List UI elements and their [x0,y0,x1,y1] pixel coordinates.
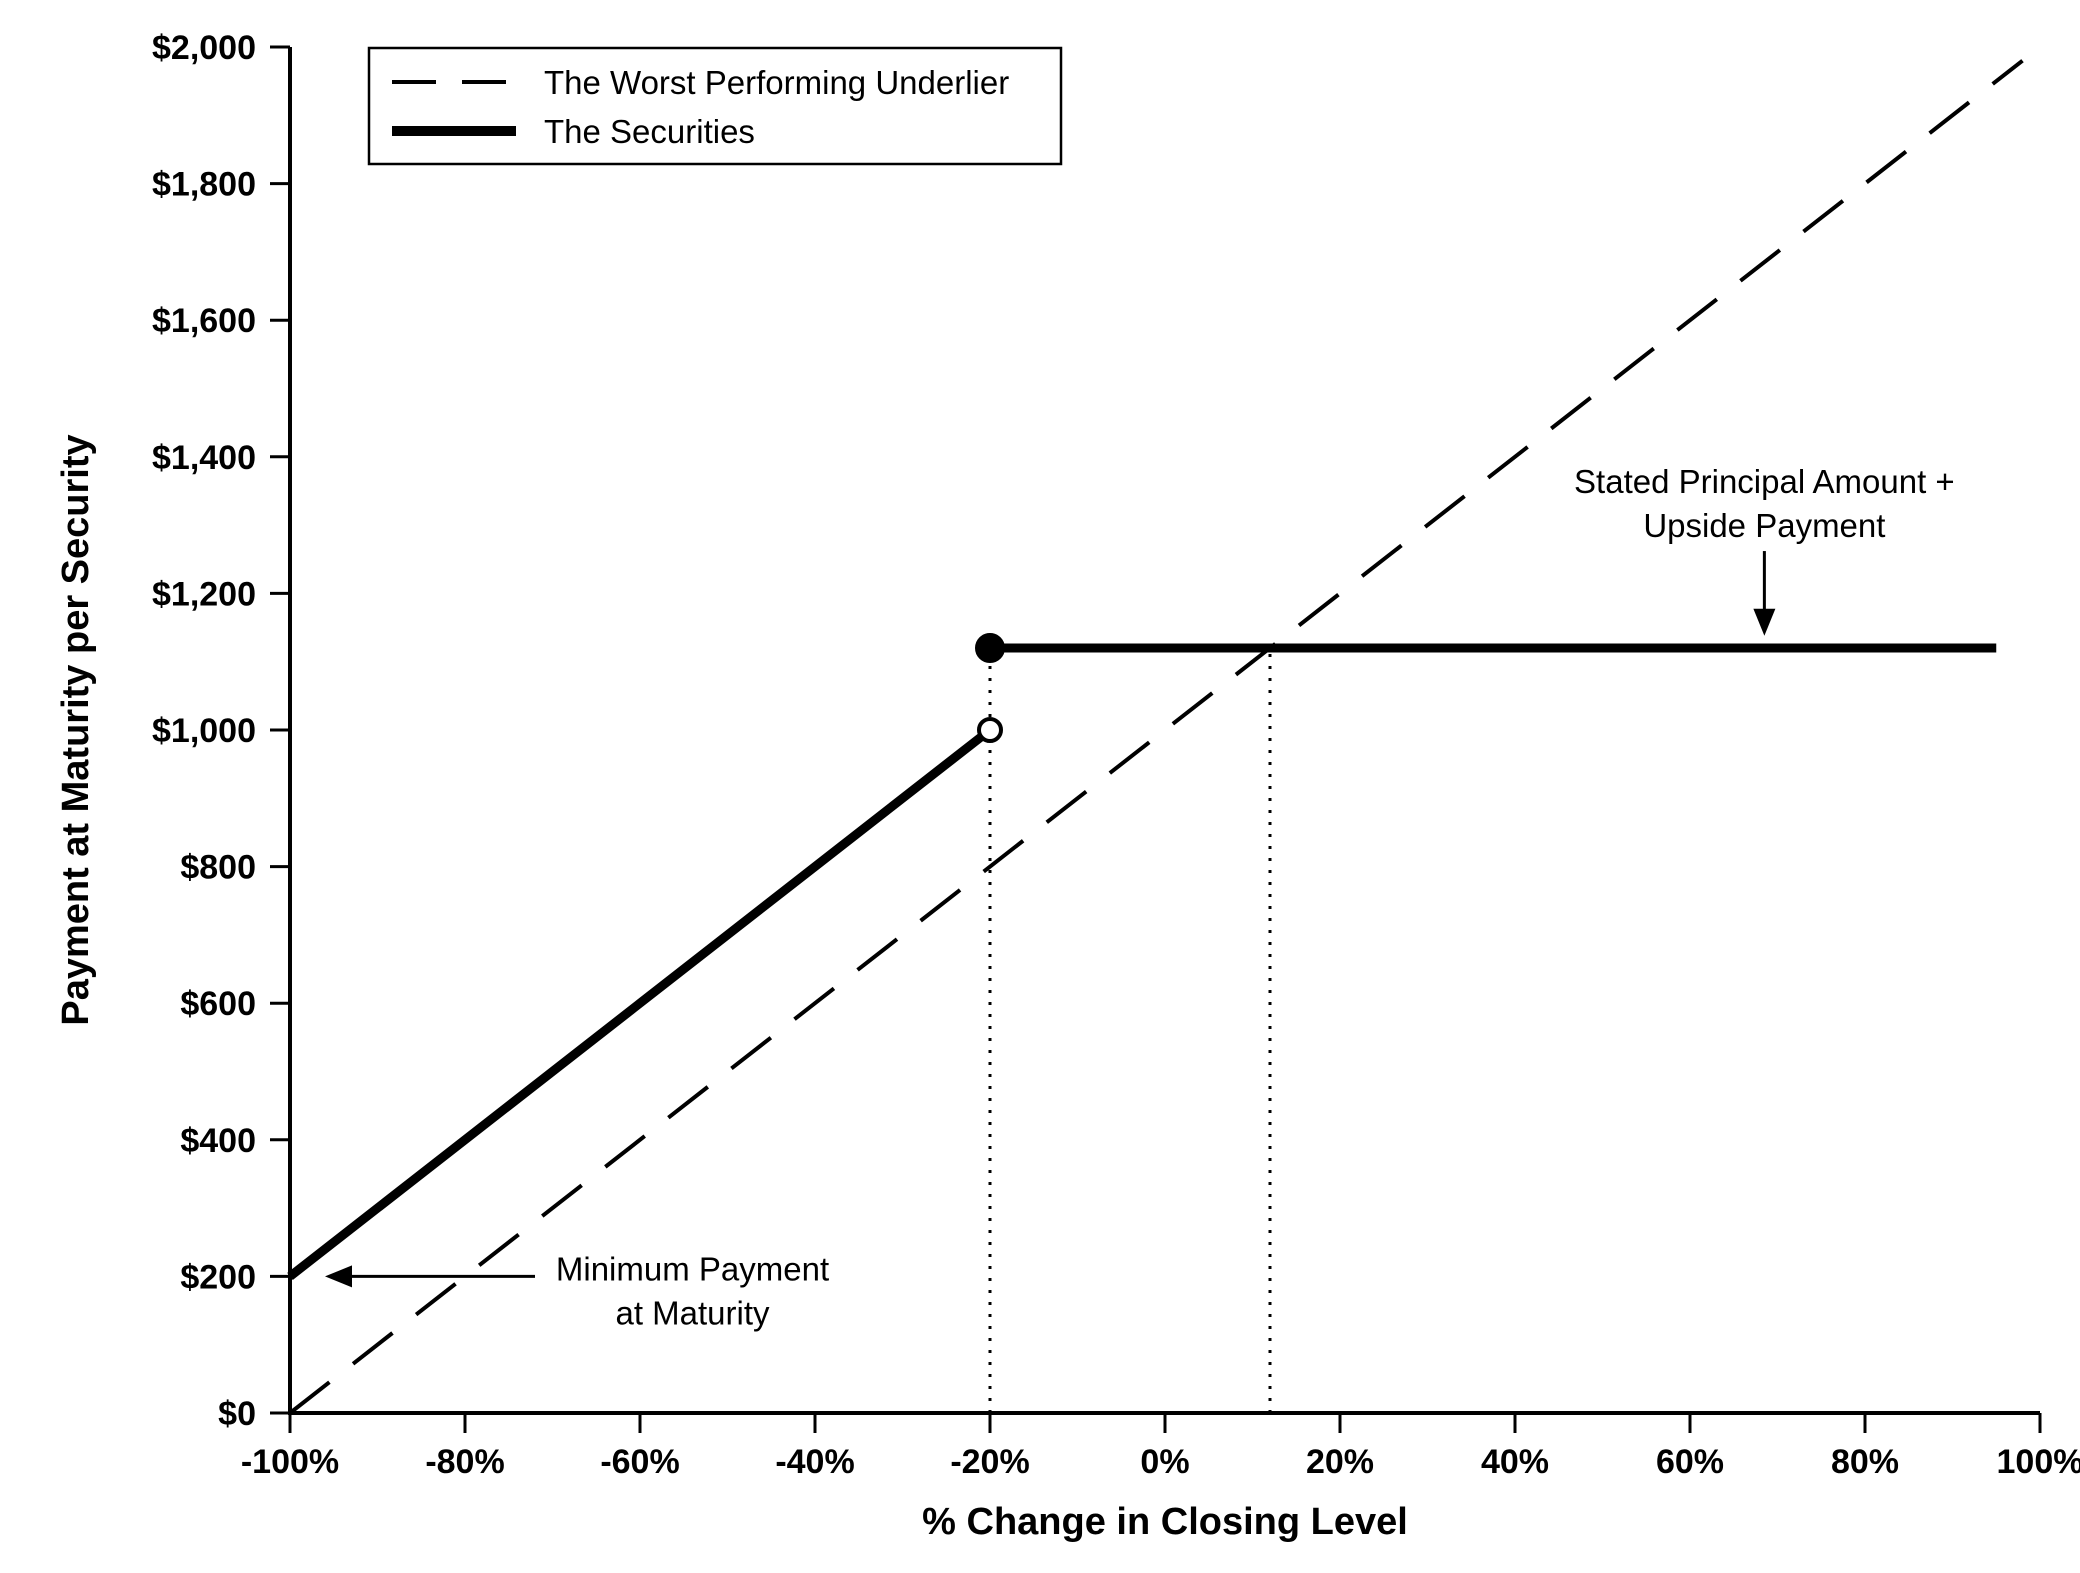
x-axis-tick-label: 60% [1656,1443,1724,1481]
y-axis-tick-label: $800 [180,849,256,887]
x-axis-tick-label: 80% [1831,1443,1899,1481]
y-axis-tick-label: $1,200 [152,575,256,613]
annotation-text-line: at Maturity [615,1294,770,1331]
annotation-arrowhead-down [1753,608,1776,636]
y-axis-tick-label: $600 [180,985,256,1023]
y-axis-title: Payment at Maturity per Security [55,434,97,1025]
y-axis-tick-label: $1,800 [152,166,256,204]
annotation-stated-principal-upside: Stated Principal Amount + Upside Payment [1574,463,1955,636]
y-axis-tick-label: $200 [180,1258,256,1296]
x-axis-title: % Change in Closing Level [922,1501,1408,1543]
x-axis-tick-label: 0% [1140,1443,1189,1481]
x-axis-tick-label: -80% [425,1443,504,1481]
x-axis-tick-label: 40% [1481,1443,1549,1481]
annotation-arrowhead-left [325,1265,352,1288]
x-axis-tick-label: -20% [950,1443,1029,1481]
x-axis-tick-label: -60% [600,1443,679,1481]
annotation-text-line: Upside Payment [1643,507,1885,544]
annotation-text-line: Minimum Payment [556,1250,829,1287]
legend-box [367,46,1063,166]
x-axis-tick-label: 20% [1306,1443,1374,1481]
y-axis-tick-label: $400 [180,1122,256,1160]
x-axis-tick-label: 100% [1997,1443,2080,1481]
chart-layers: $0 $200 $400 $600 $800 $1,000 $1,200 $1,400 $1,6… [152,29,2080,1481]
series-line-the-securities [287,726,993,1280]
y-axis-tick-label: $1,000 [152,712,256,750]
annotation-minimum-payment: Minimum Payment at Maturity [325,1250,829,1331]
filled-circle-marker [975,633,1005,664]
legend-label: The Securities [544,113,755,150]
y-axis-tick-label: $1,600 [152,302,256,340]
x-axis-tick-label: -100% [241,1443,339,1481]
y-axis-tick-label: $1,400 [152,439,256,477]
y-axis-tick-label: $0 [218,1395,256,1433]
legend: The Worst Performing Underlier The Securi… [367,46,1063,166]
x-axis-tick-label: -40% [775,1443,854,1481]
open-circle-marker [977,717,1003,743]
annotation-text-line: Stated Principal Amount + [1574,463,1955,500]
y-axis-tick-label: $2,000 [152,29,256,67]
legend-label: The Worst Performing Underlier [544,64,1009,101]
series-line-the-worst-performing-underlier [288,59,2024,1415]
